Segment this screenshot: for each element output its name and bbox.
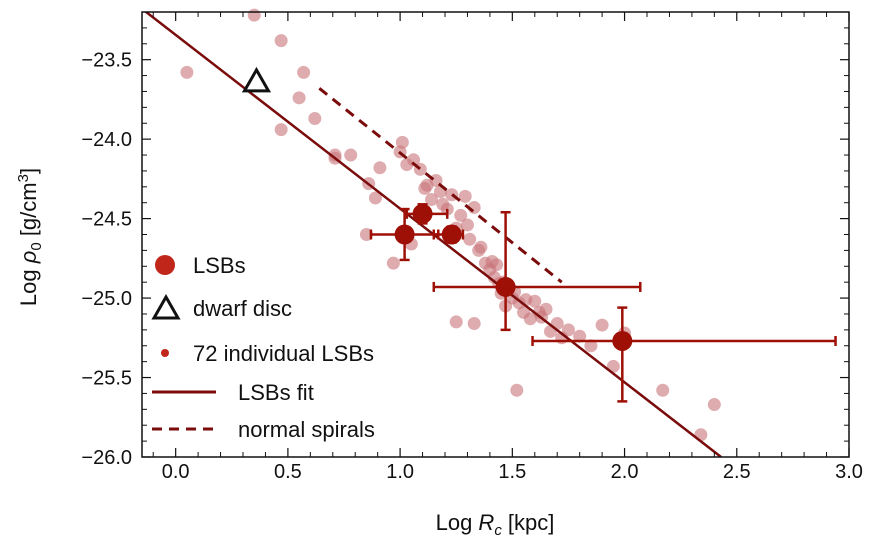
y-tick-label: −23.5: [81, 50, 132, 72]
dwarf-disc-marker: [241, 66, 272, 93]
legend-label-dwarf-disc: dwarf disc: [193, 296, 292, 321]
individual-lsb-point: [595, 318, 609, 332]
individual-lsb-point: [368, 191, 382, 205]
individual-lsb-point: [274, 123, 288, 137]
legend-marker-lsbs: [155, 255, 175, 275]
individual-lsb-point: [539, 302, 553, 316]
lsb-binned-point: [412, 203, 433, 224]
individual-lsb-point: [407, 153, 421, 167]
individual-lsb-point: [467, 317, 481, 330]
lsb-fit-line: [144, 12, 722, 457]
individual-lsb-point: [344, 148, 358, 162]
individual-lsb-point: [460, 218, 474, 232]
x-axis-ticks: 0.0 0.5 1.0 1.5 2.0 2.5 3.0: [152, 12, 863, 483]
individual-lsb-point: [528, 294, 542, 308]
lsb-binned-point: [612, 330, 633, 351]
x-tick-label: 2.0: [611, 461, 639, 483]
legend-label-fit: LSBs fit: [238, 380, 314, 405]
y-tick-label: −24.0: [81, 129, 132, 151]
y-axis-title: Log ρ0 [g/cm3]: [15, 168, 45, 306]
y-axis-ticks: −23.5 −24.0 −24.5 −25.0 −25.5 −26.0: [81, 11, 849, 469]
individual-lsb-point: [474, 240, 488, 254]
legend-label-individual: 72 individual LSBs: [193, 341, 374, 366]
lsb-binned-points: [369, 203, 837, 403]
individual-lsb-point: [292, 91, 306, 105]
x-tick-label: 3.0: [835, 461, 863, 483]
individual-lsb-point: [308, 111, 322, 125]
individual-lsb-point: [247, 8, 261, 22]
y-tick-label: −26.0: [81, 447, 132, 469]
normal-spirals-line: [318, 87, 563, 284]
legend: LSBs dwarf disc 72 individual LSBs LSBs …: [151, 253, 375, 442]
lsb-binned-point: [394, 224, 415, 245]
individual-lsb-point: [573, 329, 587, 343]
individual-lsb-point: [395, 135, 409, 149]
x-tick-label: 2.5: [723, 461, 751, 483]
individual-lsb-point: [180, 65, 194, 79]
legend-label-lsbs: LSBs: [193, 253, 246, 278]
legend-label-normal-spirals: normal spirals: [238, 417, 375, 442]
x-tick-label: 1.5: [498, 461, 526, 483]
legend-marker-dwarf-disc: [151, 293, 181, 320]
dwarf-disc-point: [241, 66, 272, 93]
individual-lsb-point: [490, 258, 504, 272]
individual-lsb-point: [656, 383, 670, 397]
individual-lsb-point: [458, 189, 472, 203]
individual-lsb-point: [561, 323, 575, 337]
individual-lsb-point: [274, 34, 288, 48]
y-tick-label: −24.5: [81, 209, 132, 231]
x-tick-label: 0.0: [162, 461, 190, 483]
fit-lines: [144, 12, 722, 457]
individual-lsb-point: [386, 256, 400, 270]
individual-lsb-point: [463, 232, 477, 246]
y-tick-label: −25.0: [81, 288, 132, 310]
lsb-binned-point: [495, 276, 516, 297]
individual-lsb-point: [297, 65, 311, 79]
x-tick-label: 0.5: [274, 461, 302, 483]
individual-lsb-point: [454, 208, 468, 222]
individual-lsb-point: [523, 312, 537, 326]
individual-lsb-point: [425, 193, 439, 207]
individual-lsb-point: [707, 398, 721, 412]
individual-lsb-point: [449, 315, 463, 329]
y-tick-label: −25.5: [81, 368, 132, 390]
individual-lsb-point: [373, 161, 387, 175]
individual-lsb-points: [180, 8, 721, 442]
legend-marker-individual: [161, 349, 169, 357]
x-tick-label: 1.0: [386, 461, 414, 483]
individual-lsb-point: [510, 383, 524, 397]
lsb-binned-point: [441, 224, 462, 245]
individual-lsb-point: [584, 339, 598, 353]
x-axis-title: Log Rc [kpc]: [436, 510, 555, 539]
